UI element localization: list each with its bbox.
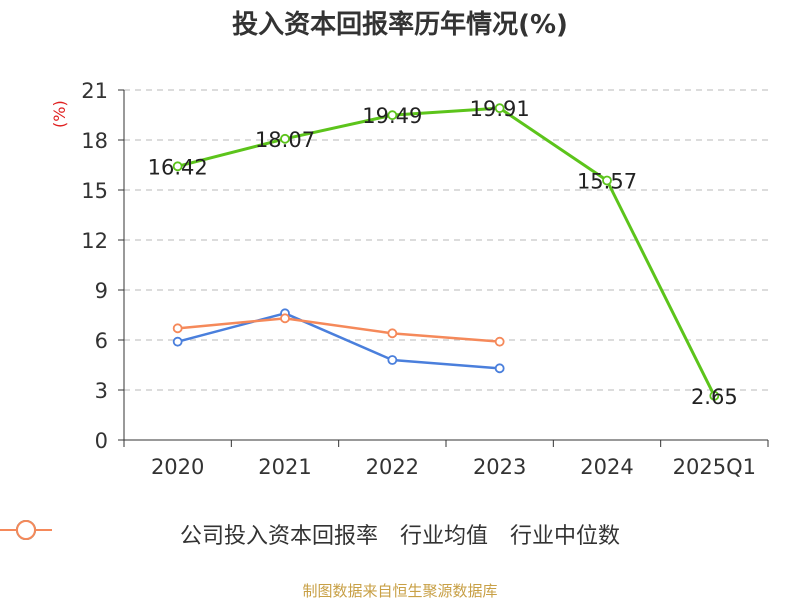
data-label: 2.65	[691, 385, 738, 409]
data-point	[387, 110, 398, 121]
legend-item-industry-median[interactable]: 行业中位数	[0, 518, 621, 550]
x-tick-label: 2023	[473, 455, 526, 479]
x-tick-label: 2024	[580, 455, 633, 479]
legend-item-company-roic[interactable]: 公司投入资本回报率	[0, 518, 378, 550]
x-tick-label: 2020	[151, 455, 204, 479]
data-point	[387, 355, 398, 365]
legend-label-industry-median: 行业中位数	[510, 524, 621, 549]
x-tick-label: 2025Q1	[673, 455, 756, 479]
data-point	[709, 390, 720, 401]
series-line	[177, 106, 716, 397]
data-point	[172, 161, 183, 172]
y-tick-label: 12	[81, 229, 108, 253]
y-tick-label: 15	[81, 179, 108, 203]
data-label: 18.07	[255, 128, 315, 152]
legend-item-industry-mean[interactable]: 行业均值	[0, 518, 488, 550]
y-tick-label: 9	[95, 279, 108, 303]
data-point	[280, 133, 290, 144]
y-tick-label: 21	[81, 79, 108, 103]
chart-title: 投入资本回报率历年情况(%)	[232, 10, 568, 40]
data-point	[494, 363, 505, 374]
x-tick-label: 2021	[258, 455, 311, 479]
series-line	[177, 312, 500, 370]
legend-label-industry-mean: 行业均值	[399, 524, 488, 549]
x-tick-label: 2022	[366, 455, 419, 479]
data-point	[494, 336, 505, 347]
chart-legend: 公司投入资本回报率 行业均值 行业中位数	[0, 518, 800, 550]
y-tick-label: 18	[81, 129, 108, 153]
legend-symbol-industry-median	[0, 520, 52, 540]
y-tick-label: 3	[95, 379, 108, 403]
data-point	[172, 336, 183, 347]
data-point	[172, 323, 183, 334]
data-label: 19.49	[362, 104, 422, 128]
data-point	[494, 103, 505, 114]
data-point	[602, 175, 612, 186]
data-label: 19.91	[470, 97, 530, 121]
y-tick-label: 6	[95, 329, 108, 353]
series-line	[177, 317, 500, 343]
data-label: 16.42	[148, 155, 208, 179]
data-point	[387, 328, 398, 339]
y-tick-label: 0	[95, 429, 108, 453]
data-label: 15.57	[577, 170, 637, 194]
data-source-note: 制图数据来自恒生聚源数据库	[302, 582, 498, 600]
legend-label-company-roic: 公司投入资本回报率	[179, 524, 378, 549]
data-point	[280, 313, 290, 324]
